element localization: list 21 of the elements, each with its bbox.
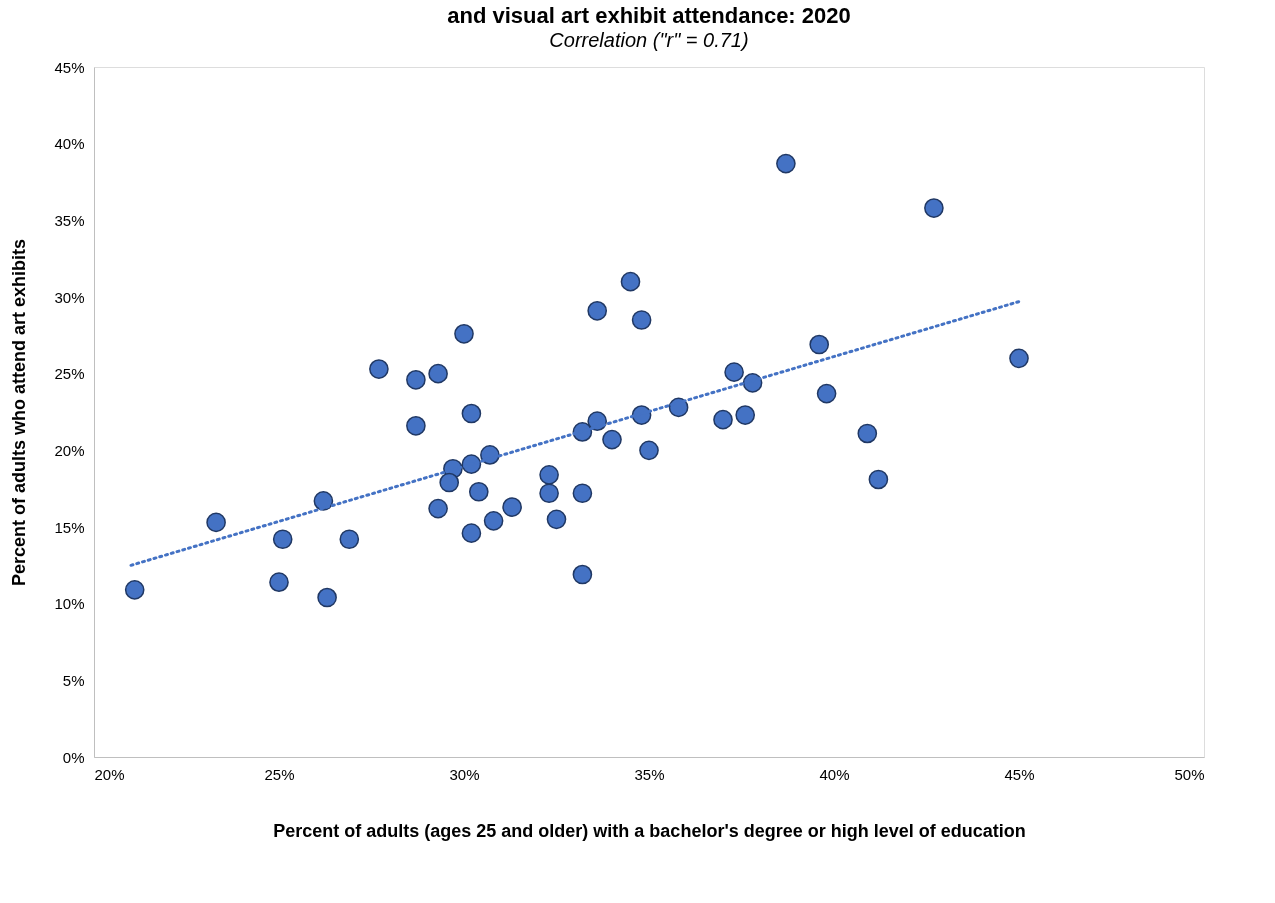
x-tick-label: 20% <box>94 765 125 783</box>
y-tick-label: 5% <box>62 671 85 689</box>
x-tick-label: 50% <box>1174 765 1205 783</box>
y-tick-label: 35% <box>54 211 85 229</box>
chart-title: and visual art exhibit attendance: 2020 <box>447 3 851 28</box>
y-tick-label: 10% <box>54 595 85 613</box>
y-tick-label: 20% <box>54 441 85 459</box>
y-axis-title: Percent of adults who attend art exhibits <box>9 238 30 587</box>
x-axis-title: Percent of adults (ages 25 and older) with a bachelor's degree or high level of education <box>273 820 1026 841</box>
y-tick-label: 0% <box>62 748 85 766</box>
y-tick-label: 25% <box>54 365 85 383</box>
y-tick-label: 15% <box>54 518 85 536</box>
x-tick-label: 35% <box>634 765 665 783</box>
y-tick-label: 40% <box>54 135 85 153</box>
x-tick-label: 25% <box>264 765 295 783</box>
x-tick-label: 30% <box>449 765 480 783</box>
y-tick-label: 45% <box>54 58 85 76</box>
chart-subtitle: Correlation ("r" = 0.71) <box>549 29 749 51</box>
x-tick-label: 40% <box>819 765 850 783</box>
x-tick-label: 45% <box>1004 765 1035 783</box>
y-tick-label: 30% <box>54 288 85 306</box>
